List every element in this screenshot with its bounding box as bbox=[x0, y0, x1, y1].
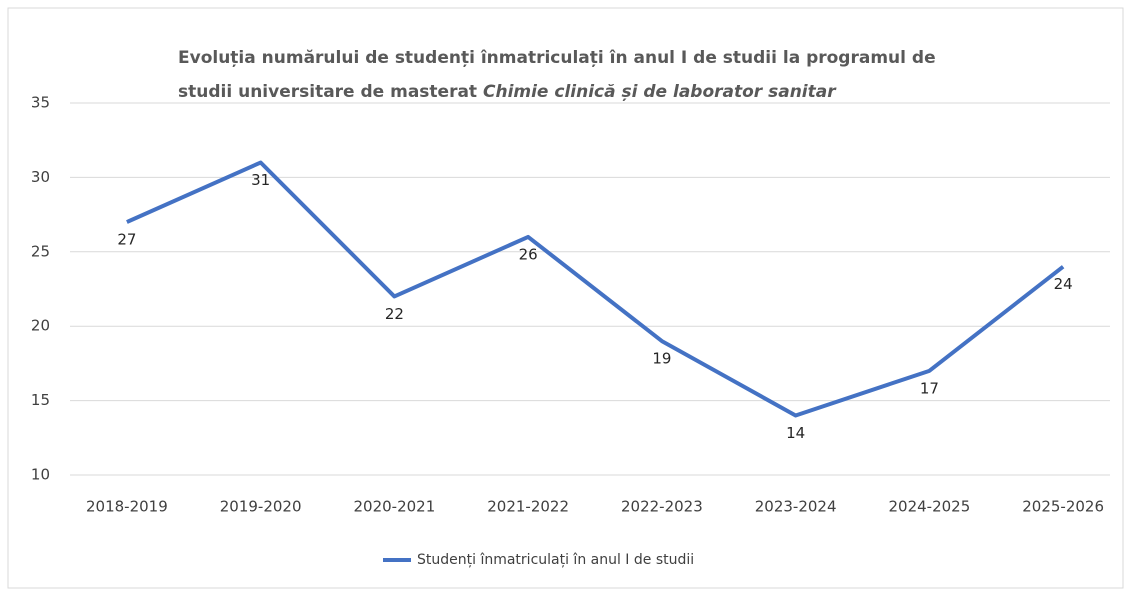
line-series bbox=[126, 160, 1065, 418]
data-label: 31 bbox=[251, 171, 270, 189]
data-label: 14 bbox=[786, 424, 805, 442]
y-tick-label: 30 bbox=[31, 168, 50, 186]
data-label: 17 bbox=[920, 379, 939, 397]
y-tick-label: 15 bbox=[31, 391, 50, 409]
x-tick-label: 2020-2021 bbox=[353, 498, 435, 516]
legend-label: Studenți înmatriculați în anul I de stud… bbox=[417, 552, 694, 568]
x-tick-label: 2024-2025 bbox=[888, 498, 970, 516]
x-tick-label: 2025-2026 bbox=[1022, 498, 1104, 516]
x-tick-label: 2019-2020 bbox=[220, 498, 302, 516]
x-tick-label: 2023-2024 bbox=[755, 498, 837, 516]
x-tick-label: 2018-2019 bbox=[86, 498, 168, 516]
data-label: 19 bbox=[652, 350, 671, 368]
chart-border bbox=[7, 7, 1124, 589]
y-tick-label: 10 bbox=[31, 466, 50, 484]
chart-title: studii universitare de masterat Chimie c… bbox=[178, 82, 837, 102]
chart-title-italic: Chimie clinică și de laborator sanitar bbox=[483, 82, 837, 102]
y-tick-label: 35 bbox=[31, 94, 50, 112]
data-label: 24 bbox=[1054, 275, 1073, 293]
x-tick-label: 2022-2023 bbox=[621, 498, 703, 516]
data-label: 27 bbox=[117, 231, 136, 249]
chart-title: Evoluția numărului de studenți înmatricu… bbox=[178, 48, 936, 68]
y-tick-label: 25 bbox=[31, 242, 50, 260]
data-label: 26 bbox=[519, 245, 538, 263]
x-tick-label: 2021-2022 bbox=[487, 498, 569, 516]
chart-title-part: studii universitare de masterat bbox=[178, 82, 477, 102]
data-label: 22 bbox=[385, 305, 404, 323]
y-tick-label: 20 bbox=[31, 317, 50, 335]
